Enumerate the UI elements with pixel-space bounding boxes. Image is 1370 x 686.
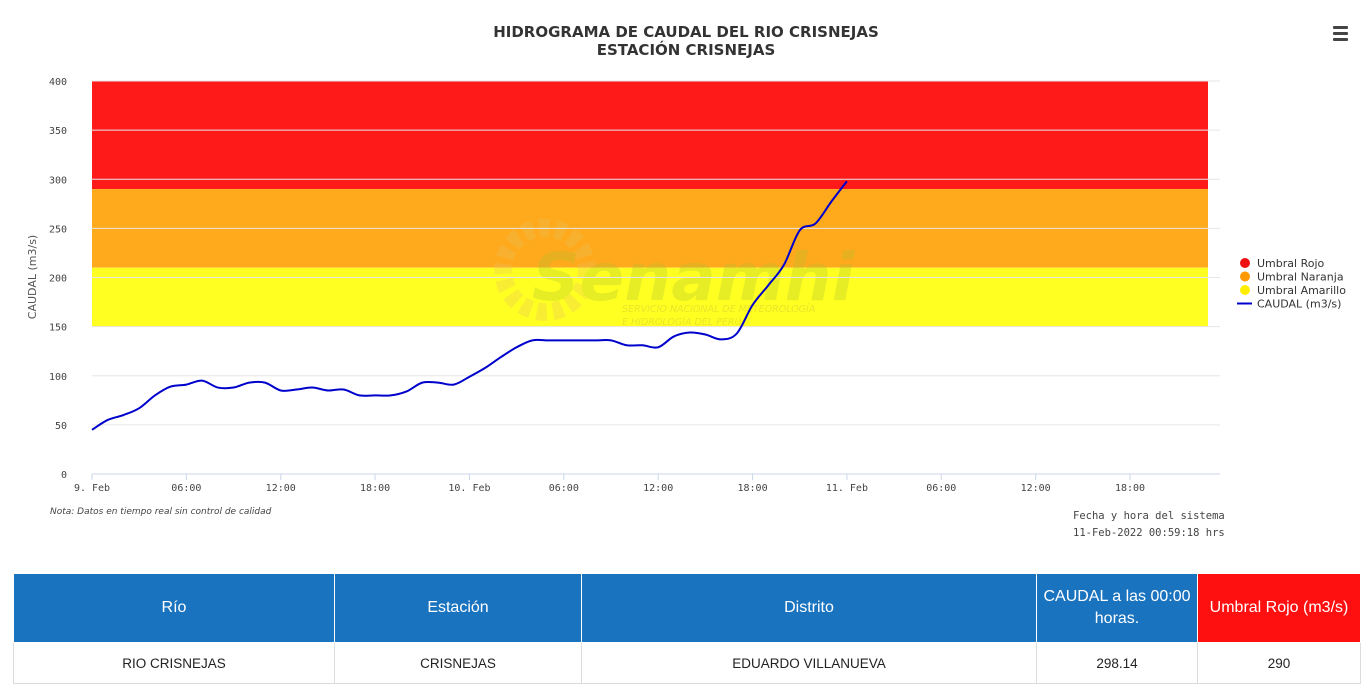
legend-label: Umbral Rojo	[1257, 257, 1325, 270]
x-tick-label: 18:00	[737, 483, 767, 494]
y-tick-label: 0	[61, 470, 67, 481]
hydrograph-chart: HIDROGRAMA DE CAUDAL DEL RIO CRISNEJAS E…	[26, 23, 1346, 539]
cell-umbral-rojo: 290	[1197, 642, 1361, 684]
y-tick-label: 150	[49, 323, 67, 334]
y-tick-label: 250	[49, 224, 67, 235]
legend-dot-marker	[1240, 285, 1250, 295]
cell-distrito: EDUARDO VILLANUEVA	[581, 642, 1037, 684]
table-row: RIO CRISNEJAS CRISNEJAS EDUARDO VILLANUE…	[13, 642, 1361, 684]
legend-item-caudal-m3-s[interactable]: CAUDAL (m3/s)	[1237, 298, 1341, 311]
header-estacion: Estación	[334, 573, 582, 643]
watermark-tagline-1: SERVICIO NACIONAL DE METEOROLOGÍA	[622, 303, 815, 315]
x-tick-label: 12:00	[1021, 483, 1051, 494]
x-tick-label: 06:00	[171, 483, 201, 494]
x-tick-label: 12:00	[643, 483, 673, 494]
legend-label: Umbral Naranja	[1257, 271, 1344, 284]
x-tick-label: 10. Feb	[448, 483, 490, 494]
x-tick-label: 06:00	[549, 483, 579, 494]
band-umbral-rojo	[92, 81, 1208, 190]
legend-item-umbral-rojo[interactable]: Umbral Rojo	[1240, 257, 1325, 270]
y-axis-ticks: 0 50 100 150 200 250 300 350 400	[49, 77, 67, 481]
y-tick-label: 400	[49, 77, 67, 88]
table-header-row: Río Estación Distrito CAUDAL a las 00:00…	[13, 573, 1361, 643]
x-tick-label: 18:00	[360, 483, 390, 494]
chart-title: HIDROGRAMA DE CAUDAL DEL RIO CRISNEJAS	[493, 23, 879, 41]
x-axis-ticks: 9. Feb 06:00 12:00 18:00 10. Feb 06:00 12:00 18…	[74, 474, 1145, 494]
x-tick-label: 18:00	[1115, 483, 1145, 494]
legend-item-umbral-naranja[interactable]: Umbral Naranja	[1240, 271, 1344, 284]
legend-label: CAUDAL (m3/s)	[1257, 298, 1341, 311]
y-tick-label: 50	[55, 421, 67, 432]
caudal-series-line	[91, 180, 848, 431]
header-caudal: CAUDAL a las 00:00 horas.	[1036, 573, 1198, 643]
legend-item-umbral-amarillo[interactable]: Umbral Amarillo	[1240, 284, 1346, 297]
station-info-table: Río Estación Distrito CAUDAL a las 00:00…	[13, 573, 1361, 684]
y-gridlines	[92, 80, 1220, 475]
hamburger-menu-icon[interactable]	[1330, 26, 1352, 44]
y-tick-label: 100	[49, 372, 67, 383]
header-umbral-rojo: Umbral Rojo (m3/s)	[1197, 573, 1361, 643]
header-distrito: Distrito	[581, 573, 1037, 643]
chart-subtitle: ESTACIÓN CRISNEJAS	[597, 40, 776, 59]
legend-label: Umbral Amarillo	[1257, 284, 1346, 297]
y-tick-label: 300	[49, 175, 67, 186]
system-time-label: Fecha y hora del sistema	[1073, 510, 1225, 522]
legend-dot-marker	[1240, 271, 1250, 282]
x-tick-label: 11. Feb	[826, 483, 868, 494]
y-axis-title: CAUDAL (m3/s)	[26, 235, 39, 319]
legend-dot-marker	[1240, 258, 1250, 268]
y-tick-label: 350	[49, 126, 67, 137]
cell-rio: RIO CRISNEJAS	[13, 642, 335, 684]
quality-note: Nota: Datos en tiempo real sin control d…	[50, 507, 272, 517]
x-tick-label: 9. Feb	[74, 483, 110, 494]
watermark-tagline-2: E HIDROLOGÍA DEL PERÚ	[622, 316, 741, 328]
cell-caudal: 298.14	[1036, 642, 1198, 684]
header-rio: Río	[13, 573, 335, 643]
system-time-value: 11-Feb-2022 00:59:18 hrs	[1073, 527, 1225, 539]
y-tick-label: 200	[49, 274, 67, 285]
x-tick-label: 12:00	[266, 483, 296, 494]
cell-estacion: CRISNEJAS	[334, 642, 582, 684]
x-tick-label: 06:00	[926, 483, 956, 494]
